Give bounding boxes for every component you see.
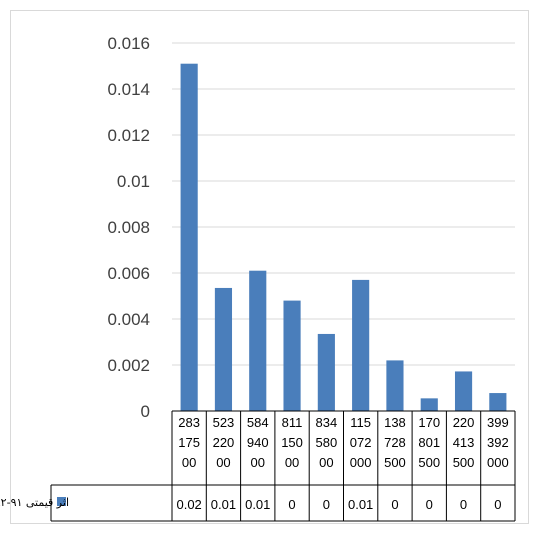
- x-tick-label: 220: [453, 415, 475, 430]
- x-tick-label: 175: [178, 435, 200, 450]
- x-tick-label: 00: [216, 455, 230, 470]
- bar-9: [454, 371, 473, 411]
- bar-4: [283, 300, 301, 411]
- legend-swatch: [57, 497, 66, 506]
- y-tick-label: 0.012: [107, 126, 150, 145]
- x-tick-label: 150: [281, 435, 303, 450]
- bar-3: [249, 270, 267, 411]
- table-value: 0: [494, 497, 501, 512]
- x-tick-label: 580: [315, 435, 337, 450]
- y-tick-label: 0: [141, 402, 150, 421]
- x-tick-label: 170: [418, 415, 440, 430]
- y-tick-label: 0.008: [107, 218, 150, 237]
- x-tick-label: 220: [213, 435, 235, 450]
- table-value: 0: [288, 497, 295, 512]
- y-tick-label: 0.004: [107, 310, 150, 329]
- x-tick-label: 523: [213, 415, 235, 430]
- table-value: 0: [426, 497, 433, 512]
- x-tick-label: 500: [418, 455, 440, 470]
- x-tick-label: 00: [319, 455, 333, 470]
- x-tick-label: 000: [487, 455, 509, 470]
- table-value: 0.01: [211, 497, 236, 512]
- x-tick-label: 00: [251, 455, 265, 470]
- x-tick-label: 500: [453, 455, 475, 470]
- x-tick-label: 584: [247, 415, 269, 430]
- y-tick-label: 0.01: [117, 172, 150, 191]
- y-tick-label: 0.002: [107, 356, 150, 375]
- x-tick-label: 283: [178, 415, 200, 430]
- table-value: 0: [460, 497, 467, 512]
- x-tick-label: 00: [285, 455, 299, 470]
- y-tick-label: 0.006: [107, 264, 150, 283]
- x-tick-label: 500: [384, 455, 406, 470]
- bar-2: [214, 287, 233, 411]
- bar-1: [180, 63, 198, 411]
- x-tick-label: 413: [453, 435, 475, 450]
- x-tick-label: 138: [384, 415, 406, 430]
- table-value: 0.02: [176, 497, 201, 512]
- x-tick-label: 399: [487, 415, 509, 430]
- x-tick-label: 811: [282, 415, 303, 430]
- x-tick-label: 115: [350, 415, 371, 430]
- x-tick-label: 940: [247, 435, 269, 450]
- x-tick-label: 072: [350, 435, 372, 450]
- table-value: 0.01: [348, 497, 373, 512]
- y-tick-label: 0.014: [107, 80, 150, 99]
- legend-series-name: اثر قیمتی ۹۱-۹۲: [0, 496, 69, 509]
- chart-frame: [10, 10, 529, 524]
- x-tick-label: 728: [384, 435, 406, 450]
- bar-6: [352, 279, 370, 411]
- bar-10: [489, 393, 507, 411]
- x-tick-label: 000: [350, 455, 372, 470]
- bar-5: [317, 333, 335, 411]
- bar-8: [420, 398, 438, 411]
- x-tick-label: 801: [418, 435, 440, 450]
- table-value: 0: [323, 497, 330, 512]
- bar-7: [386, 360, 404, 411]
- x-tick-label: 392: [487, 435, 509, 450]
- y-tick-label: 0.016: [107, 34, 150, 53]
- x-tick-label: 00: [182, 455, 196, 470]
- table-value: 0.01: [245, 497, 270, 512]
- table-value: 0: [391, 497, 398, 512]
- x-tick-label: 834: [315, 415, 337, 430]
